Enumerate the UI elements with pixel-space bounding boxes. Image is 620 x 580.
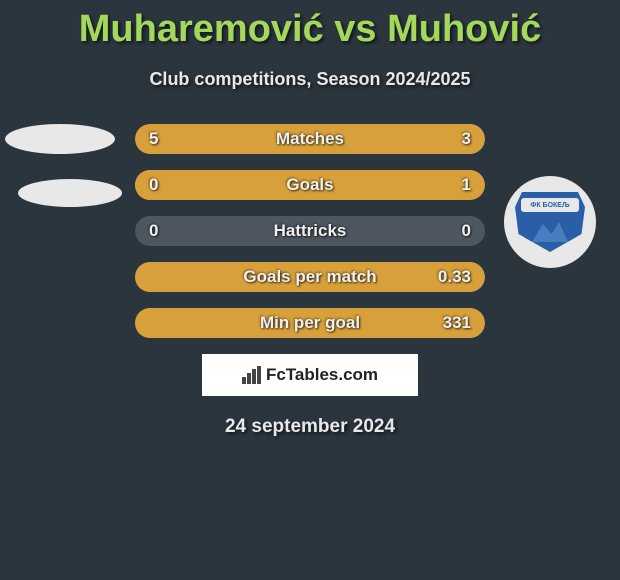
subtitle: Club competitions, Season 2024/2025: [0, 69, 620, 90]
branding: FcTables.com: [202, 354, 418, 396]
left-oval-mid: [18, 179, 122, 207]
stat-row-value-right: 3: [462, 124, 471, 154]
stat-row: Min per goal331: [135, 308, 485, 338]
stat-row-value-left: 0: [149, 170, 158, 200]
stat-row-value-right: 1: [462, 170, 471, 200]
comparison-chart: ФК БОКЕЉ Matches53Goals01Hattricks00Goal…: [0, 124, 620, 338]
stat-row: Matches5 3: [135, 124, 485, 154]
branding-text: FcTables.com: [266, 365, 378, 385]
stat-row-value-right: 0: [462, 216, 471, 246]
stat-row-value-right: 0.33: [438, 262, 471, 292]
club-badge-text: ФК БОКЕЉ: [521, 198, 579, 212]
stat-row: Goals per match0.33: [135, 262, 485, 292]
stat-row-label: Matches: [135, 124, 485, 154]
stat-row-value-left: 5: [149, 124, 158, 154]
stat-row-value-left: 0: [149, 216, 158, 246]
stat-row-label: Goals per match: [135, 262, 485, 292]
stat-row: Hattricks0 0: [135, 216, 485, 246]
page-title: Muharemović vs Muhović: [0, 0, 620, 51]
stat-row-value-right: 331: [443, 308, 471, 338]
stat-row: Goals0 1: [135, 170, 485, 200]
date-label: 24 september 2024: [0, 416, 620, 438]
stat-row-label: Hattricks: [135, 216, 485, 246]
left-oval-top: [5, 124, 115, 154]
club-badge-graphic: [524, 216, 576, 242]
stat-row-label: Goals: [135, 170, 485, 200]
stat-row-label: Min per goal: [135, 308, 485, 338]
club-badge: ФК БОКЕЉ: [504, 176, 596, 268]
branding-bars-icon: [242, 366, 262, 384]
